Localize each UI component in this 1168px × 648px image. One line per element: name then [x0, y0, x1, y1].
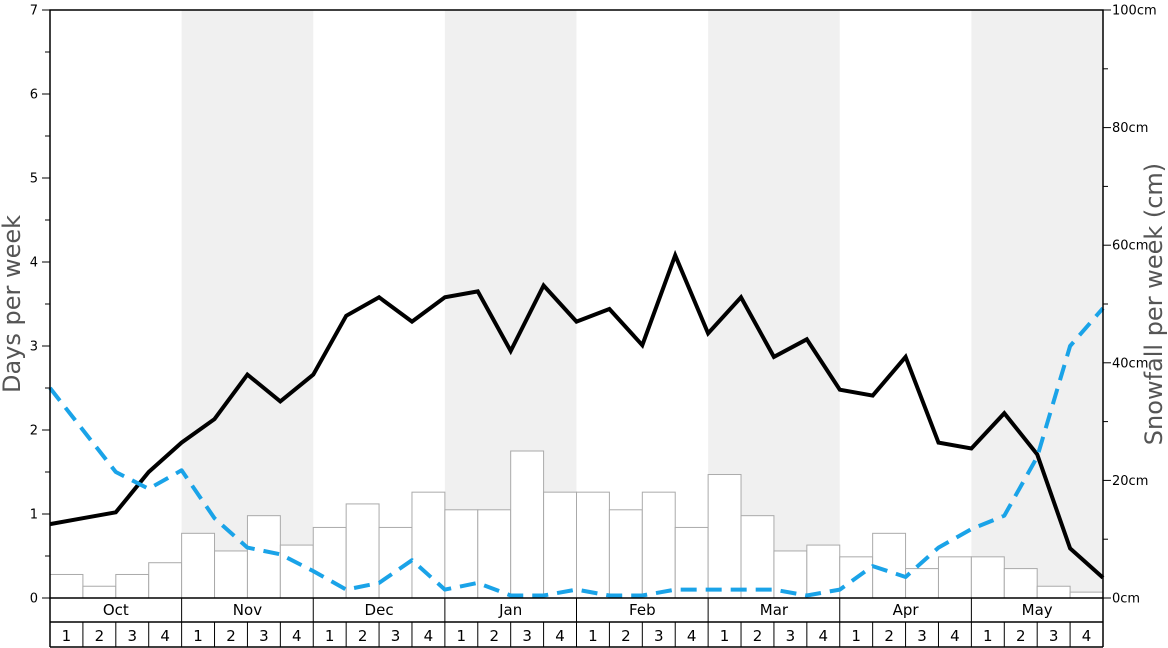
week-label: 1: [983, 627, 993, 645]
snowfall-bar: [641, 491, 676, 599]
week-label: 2: [1016, 627, 1026, 645]
snowfall-bar: [1036, 585, 1071, 599]
left-tick-label: 2: [30, 424, 38, 439]
snowfall-bar: [82, 585, 117, 599]
week-label: 3: [786, 627, 796, 645]
snowfall-bar: [477, 509, 512, 599]
week-label: 4: [292, 627, 302, 645]
right-tick-label: 60cm: [1112, 239, 1148, 254]
right-tick-label: 40cm: [1112, 356, 1148, 371]
week-label: 2: [95, 627, 105, 645]
snowfall-bars: [49, 450, 1104, 599]
snowfall-bar: [905, 568, 939, 599]
series-lines: [48, 249, 1105, 598]
solid-series-line: [49, 249, 1105, 580]
week-label: 1: [851, 627, 861, 645]
snowfall-bar: [411, 491, 446, 599]
snowfall-bar: [608, 509, 643, 599]
month-label: Nov: [233, 601, 262, 619]
right-tick-label: 100cm: [1112, 4, 1157, 19]
week-label: 4: [555, 627, 565, 645]
week-label: 1: [62, 627, 72, 645]
snowfall-bar: [707, 474, 742, 599]
snowfall-bar: [510, 450, 545, 599]
week-label: 3: [1049, 627, 1059, 645]
snowfall-bar: [576, 491, 610, 599]
week-label: 2: [621, 627, 631, 645]
month-label: Oct: [103, 601, 129, 619]
week-label: 1: [457, 627, 467, 645]
snowfall-bar: [279, 544, 314, 599]
right-axis-title: Snowfall per week (cm): [1140, 163, 1168, 445]
month-label: Dec: [365, 601, 394, 619]
left-axis-title: Days per week: [0, 215, 26, 393]
snowfall-bar: [740, 515, 775, 599]
week-label: 3: [127, 627, 137, 645]
left-axis: 0 1 2 3 4 5 6 7: [30, 4, 50, 607]
week-label: 4: [819, 627, 829, 645]
snowfall-bar: [148, 562, 183, 599]
month-band-may: [971, 10, 1103, 598]
month-label: Feb: [629, 601, 656, 619]
right-axis: 0cm 20cm 40cm 60cm 80cm 100cm: [1103, 4, 1157, 607]
week-label: 1: [720, 627, 730, 645]
week-label: 3: [522, 627, 532, 645]
month-label: Mar: [760, 601, 789, 619]
week-label: 1: [325, 627, 335, 645]
left-tick-label: 6: [30, 88, 38, 103]
week-label: 3: [391, 627, 401, 645]
week-label: 1: [588, 627, 598, 645]
snowfall-bar: [49, 573, 84, 599]
dashed-series-line: [48, 306, 1105, 598]
week-label: 3: [654, 627, 664, 645]
right-tick-label: 0cm: [1112, 592, 1140, 607]
week-label: 4: [1082, 627, 1092, 645]
month-label: Jan: [498, 601, 522, 619]
x-axis-table: Oct 1 2 3 4 Nov 1 2 3 4 Dec 1 2 3 4 Jan 1 2 3 4 Feb 1 2 3 4 Mar 1 2…: [49, 598, 1104, 648]
snowfall-bar: [246, 515, 281, 599]
month-label: Apr: [893, 601, 920, 619]
month-bands: [181, 10, 1103, 598]
week-label: 3: [259, 627, 269, 645]
week-label: 2: [358, 627, 368, 645]
week-label: 2: [226, 627, 236, 645]
month-band-nov: [181, 10, 314, 598]
week-label: 4: [424, 627, 434, 645]
month-label: May: [1022, 601, 1053, 619]
snowfall-bar: [1003, 568, 1038, 599]
snowfall-bar: [345, 503, 380, 599]
snowfall-bar: [214, 550, 248, 599]
snowfall-bar: [181, 532, 216, 599]
snowfall-bar: [543, 491, 577, 599]
snowfall-bar: [970, 556, 1005, 599]
right-tick-label: 20cm: [1112, 474, 1148, 489]
snowfall-bar: [674, 526, 709, 599]
week-label: 2: [489, 627, 499, 645]
snowfall-bar: [773, 550, 808, 599]
right-tick-label: 80cm: [1112, 121, 1148, 136]
left-tick-label: 1: [30, 508, 38, 523]
left-tick-label: 5: [30, 172, 38, 187]
week-label: 3: [917, 627, 927, 645]
week-label: 4: [160, 627, 170, 645]
snowfall-bar: [937, 556, 972, 599]
left-tick-label: 4: [30, 256, 38, 271]
snowfall-bar: [115, 573, 150, 599]
week-label: 4: [687, 627, 697, 645]
left-tick-label: 7: [30, 4, 38, 19]
week-label: 2: [753, 627, 763, 645]
left-tick-label: 3: [30, 340, 38, 355]
week-label: 4: [950, 627, 960, 645]
week-label: 2: [884, 627, 894, 645]
left-tick-label: 0: [30, 592, 38, 607]
snowfall-bar: [1069, 591, 1104, 599]
week-label: 1: [193, 627, 203, 645]
